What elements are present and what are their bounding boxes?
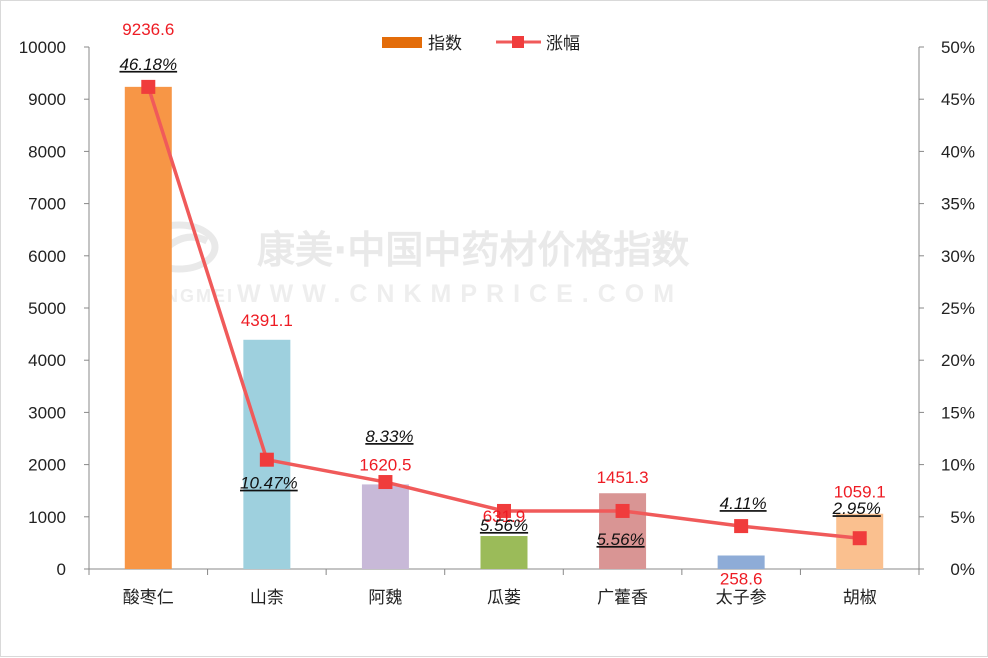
legend-bar-swatch <box>382 37 422 48</box>
y-left-tick-label: 9000 <box>28 90 66 109</box>
line-value-label: 5.56% <box>596 530 644 549</box>
line-data-labels: 46.18% 10.47% 8.33% 5.56% 5.56% 4.11% 2.95% <box>119 55 880 549</box>
y-left-tick-label: 8000 <box>28 142 66 161</box>
line-series <box>141 79 867 546</box>
y-right-tick-label: 10% <box>941 456 975 475</box>
line-marker-酸枣仁 <box>141 79 156 94</box>
y-left-tick-label: 7000 <box>28 195 66 214</box>
line-value-label: 8.33% <box>365 427 413 446</box>
category-label: 瓜蒌 <box>487 588 521 608</box>
bar-value-label: 1620.5 <box>359 455 411 474</box>
y-axis-left-ticks: 0 1000 2000 3000 4000 5000 6000 7000 8000 9000 100… <box>19 38 89 579</box>
legend: 指数 涨幅 <box>382 34 580 54</box>
watermark-line1: 康美·中国中药材价格指数 <box>257 228 689 272</box>
category-labels: 酸枣仁 山柰 阿魏 瓜蒌 广藿香 太子参 胡椒 <box>123 588 877 608</box>
y-left-tick-label: 3000 <box>28 403 66 422</box>
legend-bar-label: 指数 <box>428 34 462 54</box>
watermark: 康美·中国中药材价格指数 KANGMEI WWW.CNKMPRICE.COM <box>135 221 689 308</box>
y-right-tick-label: 0% <box>950 560 975 579</box>
bar-酸枣仁 <box>124 86 172 569</box>
bar-瓜蒌 <box>480 536 528 569</box>
y-left-tick-label: 0 <box>57 560 66 579</box>
line-value-label: 2.95% <box>832 499 881 518</box>
bar-太子参 <box>717 555 765 569</box>
bar-value-label: 1059.1 <box>834 483 886 502</box>
line-marker-太子参 <box>734 519 749 534</box>
legend-line-label: 涨幅 <box>546 34 580 54</box>
bar-series <box>124 86 884 569</box>
category-label: 阿魏 <box>368 588 402 608</box>
bar-value-label: 4391.1 <box>241 311 293 330</box>
bar-value-label: 258.6 <box>720 570 763 589</box>
y-left-tick-label: 1000 <box>28 508 66 527</box>
y-right-tick-label: 15% <box>941 403 975 422</box>
category-label: 胡椒 <box>843 588 877 608</box>
y-axis-right-ticks: 0% 5% 10% 15% 20% 25% 30% 35% 40% 45% 50% <box>919 38 975 579</box>
bar-value-label: 631.9 <box>483 507 526 526</box>
y-right-tick-label: 20% <box>941 351 975 370</box>
legend-line-marker <box>512 36 524 48</box>
y-left-tick-label: 6000 <box>28 247 66 266</box>
bar-阿魏 <box>361 484 409 569</box>
bar-value-label: 1451.3 <box>597 468 649 487</box>
category-label: 酸枣仁 <box>123 588 174 608</box>
line-value-label: 5.56% <box>480 516 528 535</box>
y-left-tick-label: 10000 <box>19 38 66 57</box>
line-marker-阿魏 <box>378 475 393 490</box>
line-marker-胡椒 <box>852 531 867 546</box>
line-marker-山柰 <box>259 452 274 467</box>
watermark-line2: WWW.CNKMPRICE.COM <box>237 280 683 308</box>
y-right-tick-label: 35% <box>941 195 975 214</box>
line-value-label: 46.18% <box>119 55 177 74</box>
bar-value-label: 9236.6 <box>122 20 174 39</box>
y-right-tick-label: 25% <box>941 299 975 318</box>
y-right-tick-label: 50% <box>941 38 975 57</box>
y-right-tick-label: 45% <box>941 90 975 109</box>
bar-data-labels: 9236.6 4391.1 1620.5 631.9 1451.3 258.6 1059.1 <box>122 20 885 589</box>
category-label: 广藿香 <box>597 588 648 608</box>
category-label: 太子参 <box>716 588 767 608</box>
category-label: 山柰 <box>250 588 284 608</box>
y-right-tick-label: 40% <box>941 142 975 161</box>
y-right-tick-label: 5% <box>950 508 975 527</box>
y-left-tick-label: 2000 <box>28 456 66 475</box>
line-marker-广藿香 <box>615 503 630 518</box>
y-left-tick-label: 4000 <box>28 351 66 370</box>
line-marker-瓜蒌 <box>497 503 511 518</box>
axes <box>88 47 920 570</box>
y-left-tick-label: 5000 <box>28 299 66 318</box>
x-axis-ticks <box>88 569 920 575</box>
y-right-tick-label: 30% <box>941 247 975 266</box>
line-value-label: 10.47% <box>240 474 298 493</box>
line-value-label: 4.11% <box>720 494 767 513</box>
